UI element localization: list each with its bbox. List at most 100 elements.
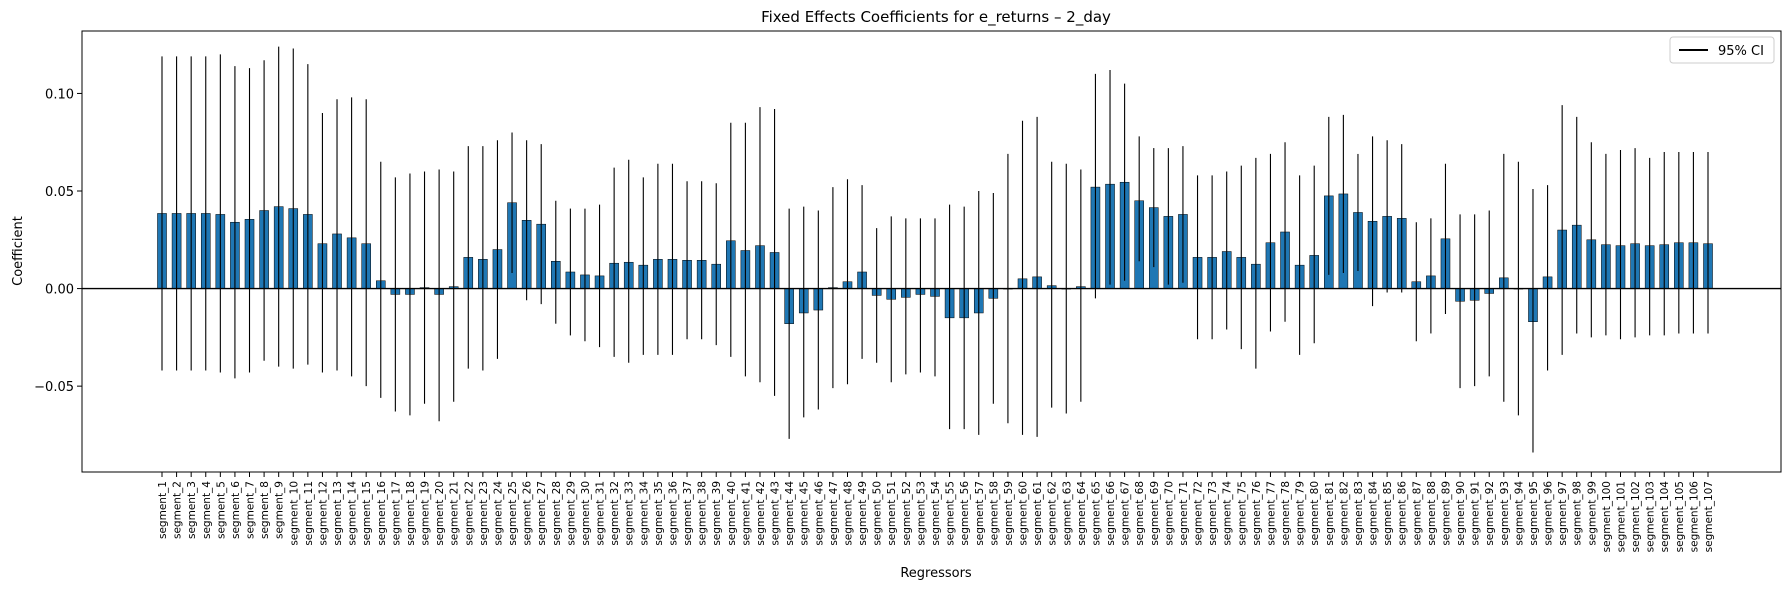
x-tick-label: segment_100 (1601, 481, 1613, 552)
x-tick-label: segment_52 (901, 481, 913, 546)
x-tick-label: segment_40 (726, 481, 738, 546)
x-tick-label: segment_79 (1295, 481, 1307, 546)
x-tick-label: segment_74 (1222, 481, 1234, 546)
x-tick-label: segment_72 (1193, 481, 1205, 546)
x-tick-label: segment_86 (1397, 481, 1409, 546)
x-tick-label: segment_27 (536, 481, 548, 546)
x-tick-label: segment_82 (1338, 481, 1350, 546)
x-tick-label: segment_10 (288, 481, 300, 546)
x-tick-label: segment_17 (390, 481, 402, 546)
x-tick-label: segment_34 (638, 481, 650, 546)
legend-ci-label: 95% CI (1718, 44, 1764, 59)
x-tick-label: segment_31 (595, 481, 607, 546)
x-tick-label: segment_26 (522, 481, 534, 546)
x-tick-label: segment_29 (565, 481, 577, 546)
x-tick-label: segment_92 (1484, 481, 1496, 546)
x-tick-label: segment_68 (1134, 481, 1146, 546)
x-tick-label: segment_25 (507, 481, 519, 546)
x-tick-label: segment_23 (478, 481, 490, 546)
x-tick-label: segment_87 (1411, 481, 1423, 546)
x-tick-label: segment_37 (682, 481, 694, 546)
x-tick-label: segment_102 (1630, 481, 1642, 552)
y-tick-label: −0.05 (34, 380, 74, 395)
x-tick-label: segment_16 (376, 481, 388, 546)
x-tick-label: segment_80 (1309, 481, 1321, 546)
x-tick-label: segment_41 (740, 481, 752, 546)
x-tick-label: segment_75 (1236, 481, 1248, 546)
x-tick-label: segment_91 (1470, 481, 1482, 546)
x-tick-label: segment_62 (1047, 481, 1059, 546)
y-axis: −0.05 0.00 0.05 0.10 (34, 87, 82, 395)
x-tick-label: segment_32 (609, 481, 621, 546)
x-tick-label: segment_101 (1615, 481, 1627, 552)
x-tick-label: segment_15 (361, 481, 373, 546)
x-tick-label: segment_71 (1178, 481, 1190, 546)
x-tick-label: segment_47 (828, 481, 840, 546)
x-tick-label: segment_2 (172, 481, 184, 539)
legend-box (1669, 36, 1775, 64)
x-tick-label: segment_97 (1557, 481, 1569, 546)
x-tick-label: segment_6 (230, 481, 242, 539)
x-tick-label: segment_66 (1105, 481, 1117, 546)
x-tick-label: segment_83 (1353, 481, 1365, 546)
x-tick-label: segment_3 (186, 481, 198, 539)
x-tick-label: segment_98 (1572, 481, 1584, 546)
x-tick-label: segment_73 (1207, 481, 1219, 546)
x-tick-label: segment_9 (274, 481, 286, 539)
x-tick-label: segment_12 (317, 481, 329, 546)
x-tick-label: segment_53 (915, 481, 927, 546)
x-tick-label: segment_8 (259, 481, 271, 539)
x-tick-label: segment_18 (405, 481, 417, 546)
x-tick-label: segment_22 (463, 481, 475, 546)
x-tick-label: segment_95 (1528, 481, 1540, 546)
x-tick-label: segment_99 (1586, 481, 1598, 546)
x-tick-label: segment_61 (1032, 481, 1044, 546)
x-axis-label: Regressors (900, 566, 972, 581)
x-tick-label: segment_30 (580, 481, 592, 546)
x-tick-label: segment_24 (492, 481, 504, 546)
x-tick-label: segment_104 (1659, 481, 1671, 553)
legend: 95% CI (1669, 36, 1775, 64)
x-tick-label: segment_64 (1076, 481, 1088, 546)
x-tick-label: segment_107 (1703, 481, 1715, 552)
x-tick-label: segment_77 (1265, 481, 1277, 546)
x-tick-label: segment_90 (1455, 481, 1467, 546)
x-tick-label: segment_69 (1149, 481, 1161, 546)
x-tick-label: segment_70 (1163, 481, 1175, 546)
x-tick-label: segment_33 (624, 481, 636, 546)
chart-title: Fixed Effects Coefficients for e_returns… (761, 8, 1111, 27)
x-tick-label: segment_48 (842, 481, 854, 546)
x-tick-label: segment_58 (988, 481, 1000, 546)
x-tick-label: segment_45 (799, 481, 811, 546)
x-tick-label: segment_39 (711, 481, 723, 546)
x-tick-label: segment_60 (1018, 481, 1030, 546)
x-tick-label: segment_63 (1061, 481, 1073, 546)
x-tick-label: segment_85 (1382, 481, 1394, 546)
x-tick-label: segment_35 (653, 481, 665, 546)
x-tick-label: segment_5 (215, 481, 227, 539)
x-tick-label: segment_42 (755, 481, 767, 546)
x-tick-label: segment_46 (813, 481, 825, 546)
x-tick-label: segment_103 (1645, 481, 1657, 552)
x-tick-label: segment_51 (886, 481, 898, 546)
x-tick-label: segment_81 (1324, 481, 1336, 546)
x-tick-label: segment_88 (1426, 481, 1438, 546)
x-tick-label: segment_106 (1688, 481, 1700, 553)
x-tick-label: segment_78 (1280, 481, 1292, 546)
x-tick-label: segment_13 (332, 481, 344, 546)
y-tick-label: 0.00 (45, 283, 74, 298)
x-tick-label: segment_21 (449, 481, 461, 546)
x-tick-label: segment_28 (551, 481, 563, 546)
x-tick-label: segment_96 (1543, 481, 1555, 546)
y-tick-label: 0.10 (45, 87, 74, 102)
x-tick-label: segment_4 (201, 481, 213, 539)
plot-frame (81, 30, 1782, 473)
plot-area (82, 46, 1781, 453)
x-tick-label: segment_56 (959, 481, 971, 546)
x-tick-label: segment_11 (303, 481, 315, 546)
x-tick-label: segment_54 (930, 481, 942, 546)
x-tick-label: segment_43 (770, 481, 782, 546)
x-tick-label: segment_93 (1499, 481, 1511, 546)
y-axis-label: Coefficient (11, 216, 26, 286)
